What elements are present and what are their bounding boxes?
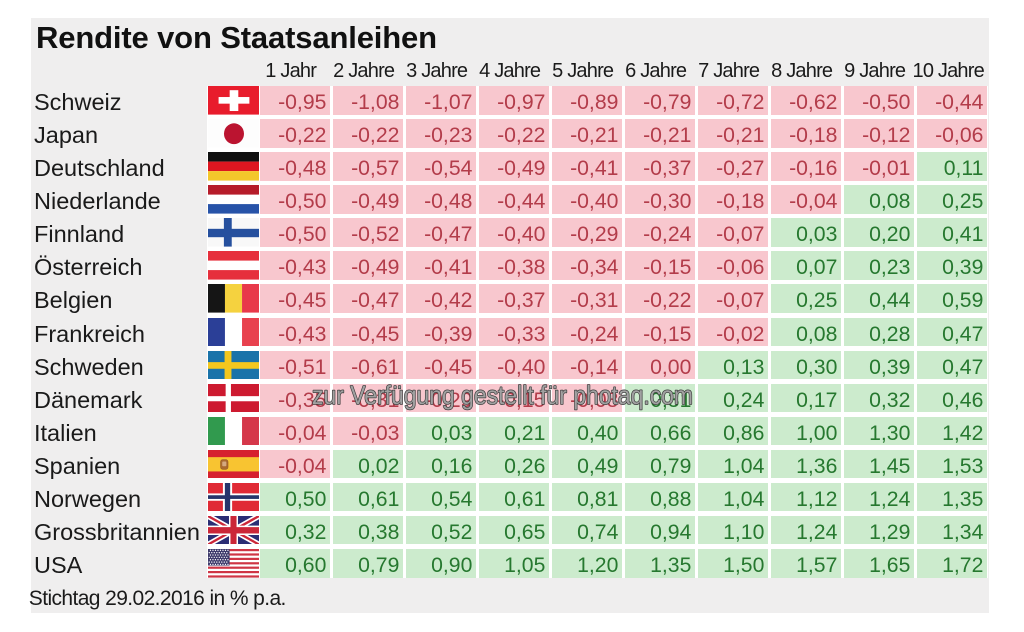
svg-text:zur Verfügung gestellt für pho: zur Verfügung gestellt für photaq.com: [312, 380, 693, 410]
